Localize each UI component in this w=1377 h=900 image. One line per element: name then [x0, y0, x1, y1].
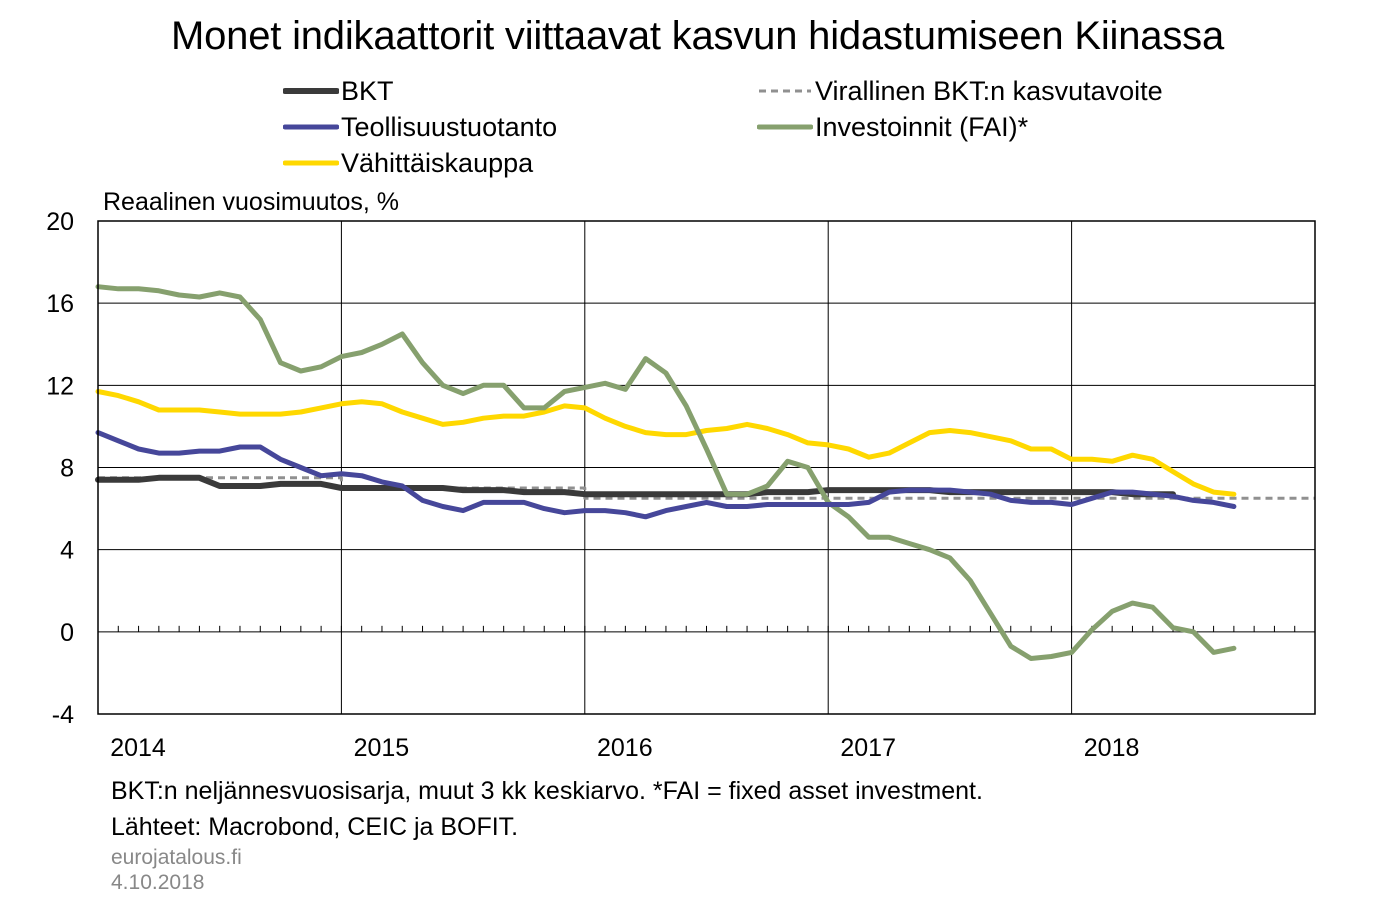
legend-item-fai: Investoinnit (FAI)* [757, 110, 1028, 144]
y-tick-label: 8 [60, 455, 74, 483]
legend-swatch-bkt [283, 88, 339, 94]
site-credit: eurojatalous.fi [111, 846, 242, 869]
legend-item-target: Virallinen BKT:n kasvutavoite [757, 74, 1163, 108]
chart-title: Monet indikaattorit viittaavat kasvun hi… [170, 14, 1224, 58]
legend-swatch-target [759, 89, 811, 93]
series-line-bkt [95, 474, 1176, 498]
legend-swatch-fai [757, 124, 813, 130]
legend-swatch-retail [283, 160, 339, 166]
y-tick-label: 12 [46, 372, 74, 400]
axis-ticks [117, 625, 1296, 632]
legend-label-bkt: BKT [341, 75, 394, 106]
x-tick-label: 2016 [597, 734, 653, 762]
grid-lines [98, 221, 1315, 714]
legend-label-retail: Vähittäiskauppa [341, 147, 534, 178]
x-tick-label: 2018 [1084, 734, 1140, 762]
legend-label-target: Virallinen BKT:n kasvutavoite [815, 75, 1163, 106]
x-tick-label: 2015 [354, 734, 410, 762]
legend-item-bkt: BKT [283, 74, 394, 108]
y-axis-label: Reaalinen vuosimuutos, % [103, 188, 399, 216]
series-line-industry [95, 430, 1237, 520]
series-line-fai [95, 284, 1237, 661]
legend-swatch-industry [283, 124, 339, 130]
y-tick-label: 0 [60, 619, 74, 647]
y-tick-label: 16 [46, 290, 74, 318]
x-tick-label: 2017 [840, 734, 896, 762]
series-lines [95, 284, 1315, 661]
y-tick-label: 4 [60, 537, 74, 565]
legend-label-fai: Investoinnit (FAI)* [815, 111, 1029, 142]
publish-date: 4.10.2018 [111, 871, 205, 894]
plot-frame [97, 220, 1316, 715]
legend-item-industry: Teollisuustuotanto [283, 110, 557, 144]
sources-note: Lähteet: Macrobond, CEIC ja BOFIT. [111, 813, 519, 841]
legend-label-industry: Teollisuustuotanto [341, 111, 558, 142]
legend-item-retail: Vähittäiskauppa [283, 146, 533, 180]
y-tick-label: -4 [52, 701, 74, 729]
series-line-retail [95, 389, 1237, 497]
footnote: BKT:n neljännesvuosisarja, muut 3 kk kes… [111, 777, 983, 805]
y-tick-label: 20 [46, 208, 74, 236]
x-tick-label: 2014 [110, 734, 166, 762]
